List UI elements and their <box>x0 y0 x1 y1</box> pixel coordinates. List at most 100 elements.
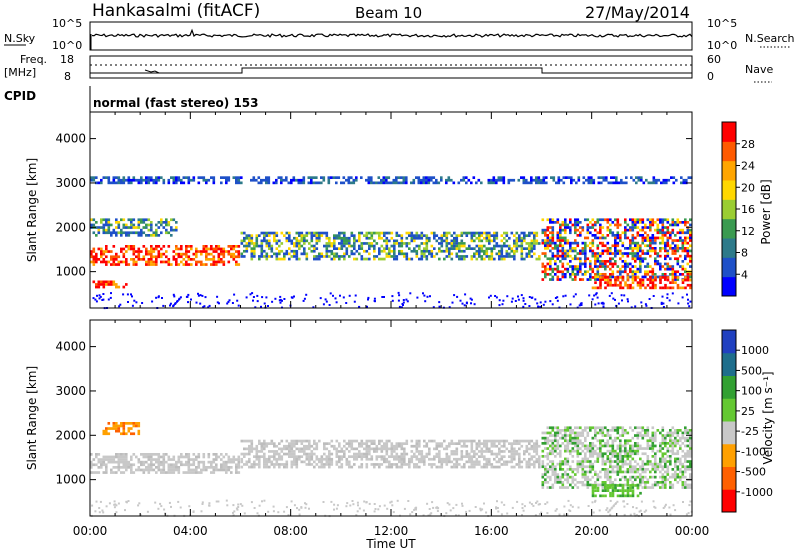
data-cell <box>202 247 206 251</box>
data-cell <box>626 462 630 466</box>
data-cell <box>571 249 575 253</box>
data-cell <box>360 463 364 466</box>
data-cell <box>293 457 296 461</box>
data-cell <box>100 226 103 229</box>
data-cell <box>293 439 296 443</box>
data-cell <box>232 458 236 461</box>
data-cell <box>460 439 464 443</box>
colorbar-tick-label: 28 <box>741 138 755 151</box>
data-cell <box>591 452 595 456</box>
data-cell <box>335 463 339 466</box>
data-cell <box>676 481 680 484</box>
data-cell <box>207 178 211 182</box>
data-cell <box>323 463 326 466</box>
data-cell <box>458 242 461 245</box>
data-cell <box>646 439 650 443</box>
data-cell <box>320 460 324 464</box>
noise-cell <box>342 296 345 299</box>
data-cell <box>644 231 647 235</box>
data-cell <box>288 455 291 458</box>
data-cell <box>684 267 687 271</box>
data-cell <box>601 455 605 458</box>
data-cell <box>145 250 148 253</box>
noise-cell <box>335 507 338 510</box>
data-cell <box>298 231 301 235</box>
noise-cell <box>506 512 509 515</box>
data-cell <box>383 444 386 448</box>
noise-cell <box>580 302 583 305</box>
data-cell <box>513 450 516 453</box>
data-cell <box>629 239 632 242</box>
data-cell <box>220 463 223 467</box>
data-cell <box>370 176 373 179</box>
data-cell <box>601 236 605 240</box>
data-cell <box>546 462 550 466</box>
data-cell <box>400 242 404 245</box>
data-cell <box>589 452 592 456</box>
data-cell <box>348 465 351 469</box>
data-cell <box>659 457 662 461</box>
data-cell <box>258 465 261 469</box>
data-cell <box>385 181 388 185</box>
data-cell <box>626 439 630 443</box>
data-cell <box>656 226 660 229</box>
data-cell <box>122 460 126 464</box>
data-cell <box>162 252 166 256</box>
data-cell <box>535 442 539 445</box>
data-cell <box>686 455 690 458</box>
data-cell <box>564 462 567 466</box>
data-cell <box>585 178 588 182</box>
data-cell <box>666 442 670 445</box>
data-cell <box>671 468 675 471</box>
data-cell <box>493 234 496 237</box>
data-cell <box>589 275 592 279</box>
data-cell <box>641 283 645 287</box>
data-cell <box>232 252 236 256</box>
data-cell <box>237 458 241 461</box>
data-cell <box>147 263 151 266</box>
data-cell <box>322 178 326 182</box>
data-cell <box>546 226 550 229</box>
data-cell <box>546 244 550 248</box>
data-cell <box>681 481 685 484</box>
data-cell <box>518 244 521 248</box>
data-cell <box>541 486 545 489</box>
data-cell <box>684 249 687 253</box>
data-cell <box>614 449 617 453</box>
data-cell <box>564 223 567 227</box>
data-cell <box>273 452 276 456</box>
noise-cell <box>173 295 176 298</box>
noise-cell <box>432 306 435 309</box>
data-cell <box>671 426 675 430</box>
data-cell <box>596 231 600 235</box>
data-cell <box>415 465 419 469</box>
data-cell <box>625 181 628 185</box>
data-cell <box>217 252 221 256</box>
data-cell <box>378 455 381 458</box>
data-cell <box>115 181 118 185</box>
data-cell <box>112 283 116 286</box>
data-cell <box>596 286 600 290</box>
data-cell <box>253 255 256 258</box>
data-cell <box>433 463 436 466</box>
data-cell <box>92 223 96 227</box>
data-cell <box>388 439 391 443</box>
data-cell <box>335 455 339 458</box>
data-cell <box>544 252 547 255</box>
data-cell <box>300 252 304 256</box>
data-cell <box>328 236 331 240</box>
data-cell <box>417 178 421 182</box>
data-cell <box>395 442 399 445</box>
data-cell <box>676 442 680 445</box>
data-cell <box>671 447 675 450</box>
data-cell <box>390 249 394 253</box>
data-cell <box>125 226 128 229</box>
data-cell <box>574 239 577 242</box>
data-cell <box>132 263 136 266</box>
data-cell <box>150 463 153 467</box>
data-cell <box>473 465 476 469</box>
data-cell <box>90 218 93 222</box>
data-cell <box>393 457 396 461</box>
data-cell <box>440 442 444 445</box>
